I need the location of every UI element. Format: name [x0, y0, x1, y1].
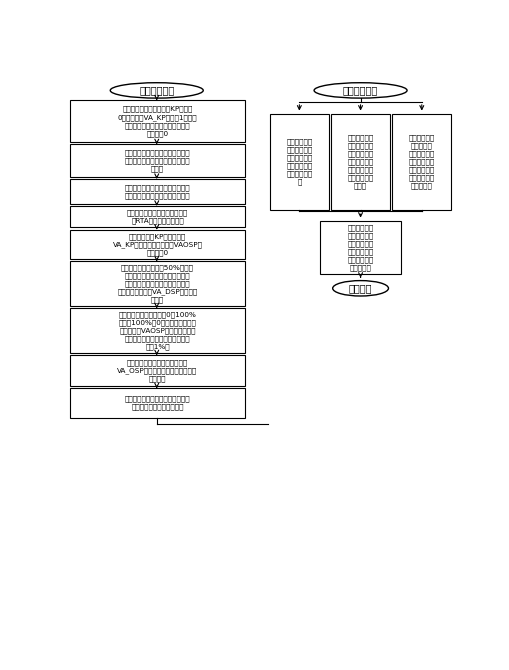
Text: 改变导叶开度设定值（从0到100%
，再从100%到0），在此过程中根
据需要微调VAOSP的值，使导叶开
度设定值与反馈值相等（偏差至少
小于1%）: 改变导叶开度设定值（从0到100% ，再从100%到0），在此过程中根 据需要微… [119, 311, 196, 350]
Text: 将该值作为电液转换器补偿参数
（RTA）写入卡件程序中: 将该值作为电液转换器补偿参数 （RTA）写入卡件程序中 [127, 209, 188, 224]
Bar [70, 389, 245, 417]
Bar [330, 113, 389, 210]
Text: 请有资质的试
验院所进行调
速器动静态试
验，精确校验
参数，使其满
足规范要求: 请有资质的试 验院所进行调 速器动静态试 验，精确校验 参数，使其满 足规范要求 [347, 224, 373, 271]
Text: 若已经液压控
制回路传递函
数则可使用参
数稳定软件求
取理论控制参
数: 若已经液压控 制回路传递函 数则可使用参 数稳定软件求 取理论控制参 数 [286, 138, 312, 185]
Bar [70, 230, 245, 259]
Bar [70, 179, 245, 204]
Text: 将备用通道切为主用，用同样的方
法进行此通道补偿参数设定: 将备用通道切为主用，用同样的方 法进行此通道补偿参数设定 [125, 396, 190, 411]
Text: 调试结束: 调试结束 [348, 283, 372, 293]
Text: 若传递函数未
知，但大概了
解其特性，可
采用工程整定
法，如临界比
例带法、衰减
曲线法: 若传递函数未 知，但大概了 解其特性，可 采用工程整定 法，如临界比 例带法、衰… [347, 134, 373, 189]
Text: 开启录波模式，观察反馈及内部参
数变化。使能输出后，导叶将开至
最大。: 开启录波模式，观察反馈及内部参 数变化。使能输出后，导叶将开至 最大。 [125, 149, 190, 172]
Bar [70, 308, 245, 353]
Bar [319, 220, 401, 275]
Ellipse shape [314, 82, 406, 98]
Ellipse shape [110, 82, 203, 98]
Bar [70, 144, 245, 177]
Text: 控制参数整定: 控制参数整定 [342, 85, 378, 95]
Bar [70, 261, 245, 306]
Bar [269, 113, 328, 210]
Bar [391, 113, 450, 210]
Text: 待导叶稳定后，此时观察到的最终
输出值即是电液转换器的电气零点: 待导叶稳定后，此时观察到的最终 输出值即是电液转换器的电气零点 [125, 184, 190, 198]
Ellipse shape [332, 281, 388, 296]
Text: 将最终得到的主配中位补偿参数
VA_OSP和电液转换器电气零点补偿
参数保存: 将最终得到的主配中位补偿参数 VA_OSP和电液转换器电气零点补偿 参数保存 [117, 359, 197, 382]
Text: 将导叶控制回路主环增益KP设置为
0，副环增益VA_KP设置为1，电液
转换器电气零位及主配中位补偿参
数均设为0: 将导叶控制回路主环增益KP设置为 0，副环增益VA_KP设置为1，电液 转换器电… [118, 106, 197, 137]
Text: 手动设定导叶开度值为50%，待导
叶打开稳定后，读取主配反馈值，
该值即为主配中位理想值，将该值
作为主配中位补偿VA_DSP写入卡件
程序中: 手动设定导叶开度值为50%，待导 叶打开稳定后，读取主配反馈值， 该值即为主配中… [117, 264, 197, 304]
Text: 恢复主环增益KP和副环增益
VA_KP，主配中位补偿参数VAOSP继
续保持为0: 恢复主环增益KP和副环增益 VA_KP，主配中位补偿参数VAOSP继 续保持为0 [112, 233, 202, 256]
Text: 补偿参数设定: 补偿参数设定 [139, 85, 174, 95]
Bar [70, 100, 245, 142]
Bar [70, 355, 245, 386]
Text: 若已知相似机
组的控制参
数，可凭经验
设置近似值，
然后加入阶跃
扰动，根据特
件逐步求取: 若已知相似机 组的控制参 数，可凭经验 设置近似值， 然后加入阶跃 扰动，根据特… [408, 134, 434, 189]
Bar [70, 206, 245, 228]
